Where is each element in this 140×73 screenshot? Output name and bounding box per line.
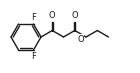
Text: F: F bbox=[32, 52, 36, 61]
Text: O: O bbox=[71, 11, 78, 20]
Text: O: O bbox=[49, 11, 56, 20]
Text: O: O bbox=[77, 35, 84, 44]
Text: F: F bbox=[32, 12, 36, 22]
